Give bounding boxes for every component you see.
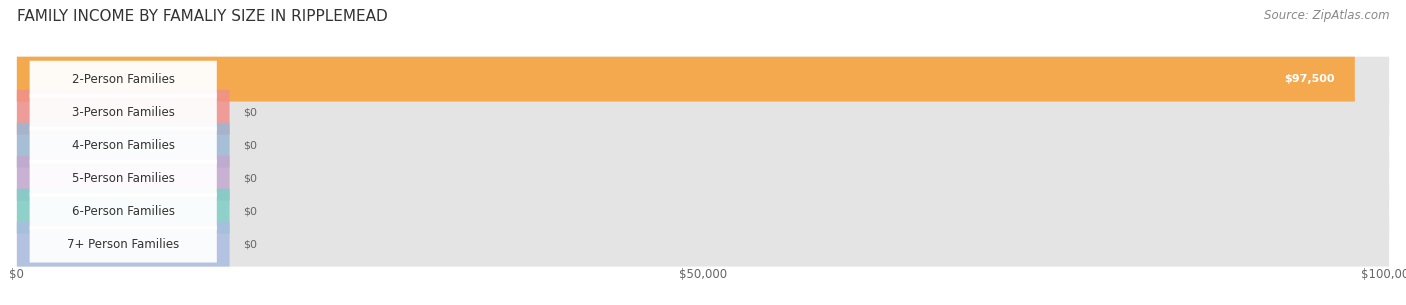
FancyBboxPatch shape xyxy=(17,90,229,135)
Text: 4-Person Families: 4-Person Families xyxy=(72,139,174,152)
Text: $0: $0 xyxy=(243,206,257,216)
Text: $97,500: $97,500 xyxy=(1284,74,1334,84)
Text: $0: $0 xyxy=(243,173,257,183)
Text: 3-Person Families: 3-Person Families xyxy=(72,106,174,119)
Bar xyxy=(17,63,1389,96)
FancyBboxPatch shape xyxy=(17,57,1389,102)
FancyBboxPatch shape xyxy=(17,222,229,267)
Bar xyxy=(17,195,1389,228)
Text: $0: $0 xyxy=(243,140,257,150)
Bar xyxy=(17,228,1389,261)
FancyBboxPatch shape xyxy=(30,94,217,131)
Text: $0: $0 xyxy=(243,239,257,249)
FancyBboxPatch shape xyxy=(17,156,229,201)
Text: Source: ZipAtlas.com: Source: ZipAtlas.com xyxy=(1264,9,1389,22)
Text: 2-Person Families: 2-Person Families xyxy=(72,73,174,86)
Text: 7+ Person Families: 7+ Person Families xyxy=(67,238,180,251)
FancyBboxPatch shape xyxy=(17,189,229,234)
FancyBboxPatch shape xyxy=(30,61,217,98)
FancyBboxPatch shape xyxy=(17,123,1389,167)
FancyBboxPatch shape xyxy=(17,57,1355,102)
FancyBboxPatch shape xyxy=(17,123,229,167)
FancyBboxPatch shape xyxy=(30,226,217,263)
Text: 5-Person Families: 5-Person Families xyxy=(72,172,174,185)
FancyBboxPatch shape xyxy=(17,222,1389,267)
Text: FAMILY INCOME BY FAMALIY SIZE IN RIPPLEMEAD: FAMILY INCOME BY FAMALIY SIZE IN RIPPLEM… xyxy=(17,9,388,24)
FancyBboxPatch shape xyxy=(17,90,1389,135)
Text: $0: $0 xyxy=(243,107,257,117)
FancyBboxPatch shape xyxy=(17,156,1389,201)
Bar xyxy=(17,162,1389,195)
FancyBboxPatch shape xyxy=(30,160,217,196)
Text: 6-Person Families: 6-Person Families xyxy=(72,205,174,218)
FancyBboxPatch shape xyxy=(30,127,217,163)
Bar xyxy=(17,129,1389,162)
FancyBboxPatch shape xyxy=(17,189,1389,234)
FancyBboxPatch shape xyxy=(30,193,217,230)
Bar xyxy=(17,96,1389,129)
